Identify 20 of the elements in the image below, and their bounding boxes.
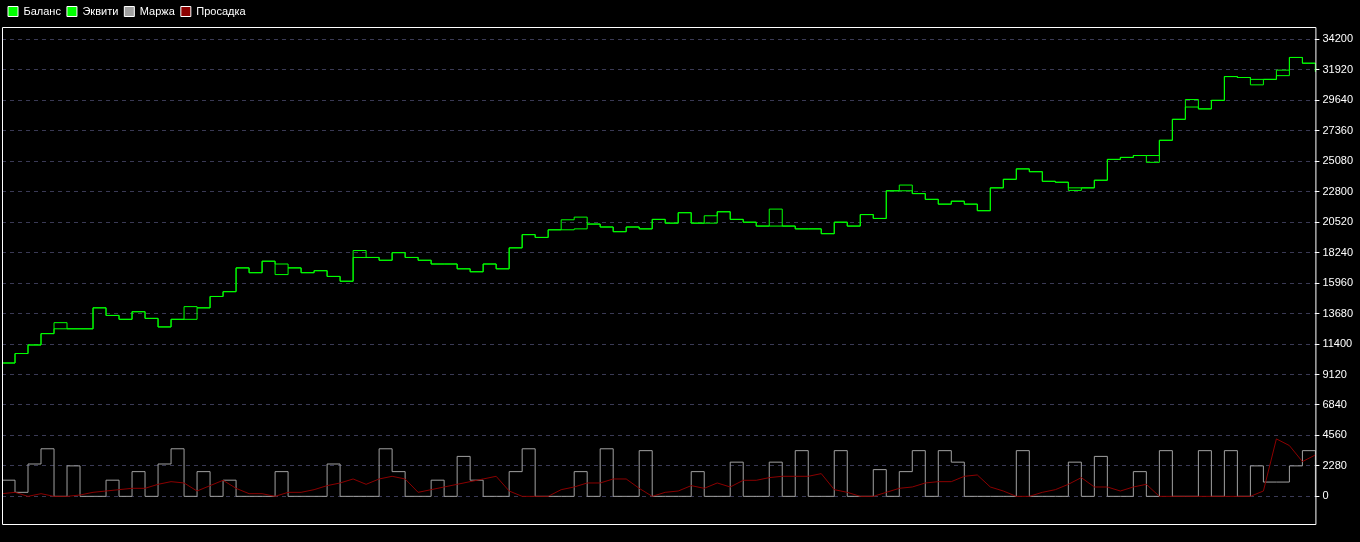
y-tick-label: 27360: [1322, 123, 1354, 136]
y-tick-label: 6840: [1322, 397, 1347, 410]
legend-label: Просадка: [196, 4, 247, 17]
y-tick-label: 31920: [1322, 62, 1354, 75]
y-tick-label: 13680: [1322, 306, 1354, 319]
y-tick-label: 2280: [1322, 458, 1347, 471]
y-tick-label: 22800: [1322, 184, 1354, 197]
legend-label: Эквити: [82, 4, 119, 17]
y-tick-label: 9120: [1322, 367, 1347, 380]
y-tick-label: 20520: [1322, 215, 1354, 228]
y-tick-label: 11400: [1322, 337, 1353, 350]
y-tick-label: 34200: [1322, 32, 1354, 45]
legend-label: Маржа: [139, 4, 176, 17]
y-tick-label: 18240: [1322, 245, 1354, 258]
y-tick-label: 25080: [1322, 154, 1354, 167]
y-tick-label: 15960: [1322, 276, 1354, 289]
y-tick-label: 4560: [1322, 428, 1347, 441]
legend-label: Баланс: [23, 4, 62, 17]
y-tick-label: 29640: [1322, 93, 1354, 106]
y-tick-label: 0: [1322, 489, 1329, 502]
